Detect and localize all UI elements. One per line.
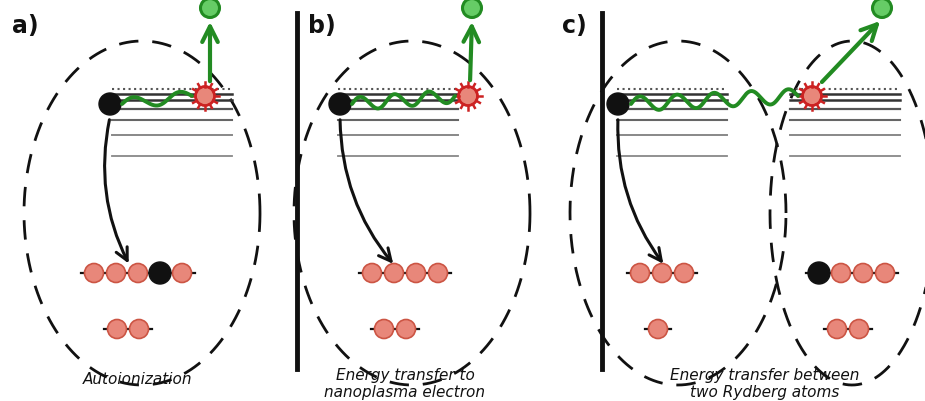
Circle shape [872,0,892,18]
Circle shape [674,264,694,283]
Circle shape [397,320,415,339]
Circle shape [875,264,894,283]
Circle shape [648,320,668,339]
Circle shape [84,264,104,283]
FancyArrowPatch shape [340,120,391,261]
Circle shape [854,264,872,283]
Circle shape [406,264,426,283]
Circle shape [201,0,219,18]
Circle shape [808,262,830,284]
Circle shape [849,320,869,339]
Circle shape [107,320,127,339]
Circle shape [195,87,215,106]
Circle shape [329,94,351,116]
Circle shape [129,264,147,283]
Circle shape [459,87,477,106]
Circle shape [99,94,121,116]
Circle shape [832,264,850,283]
Text: Energy transfer to
nanoplasma electron: Energy transfer to nanoplasma electron [325,367,486,399]
Circle shape [652,264,672,283]
Circle shape [375,320,393,339]
Circle shape [172,264,191,283]
Text: a): a) [12,14,39,38]
Text: b): b) [308,14,336,38]
Circle shape [106,264,126,283]
Circle shape [631,264,649,283]
Circle shape [428,264,448,283]
Circle shape [607,94,629,116]
Circle shape [462,0,482,18]
Circle shape [385,264,403,283]
Text: c): c) [562,14,586,38]
FancyArrowPatch shape [618,120,661,261]
Circle shape [130,320,149,339]
FancyArrowPatch shape [105,120,128,261]
Text: Autoionization: Autoionization [83,372,192,387]
Circle shape [828,320,846,339]
Circle shape [363,264,381,283]
Text: Energy transfer between
two Rydberg atoms: Energy transfer between two Rydberg atom… [671,367,859,399]
Circle shape [149,262,171,284]
Circle shape [803,87,821,106]
